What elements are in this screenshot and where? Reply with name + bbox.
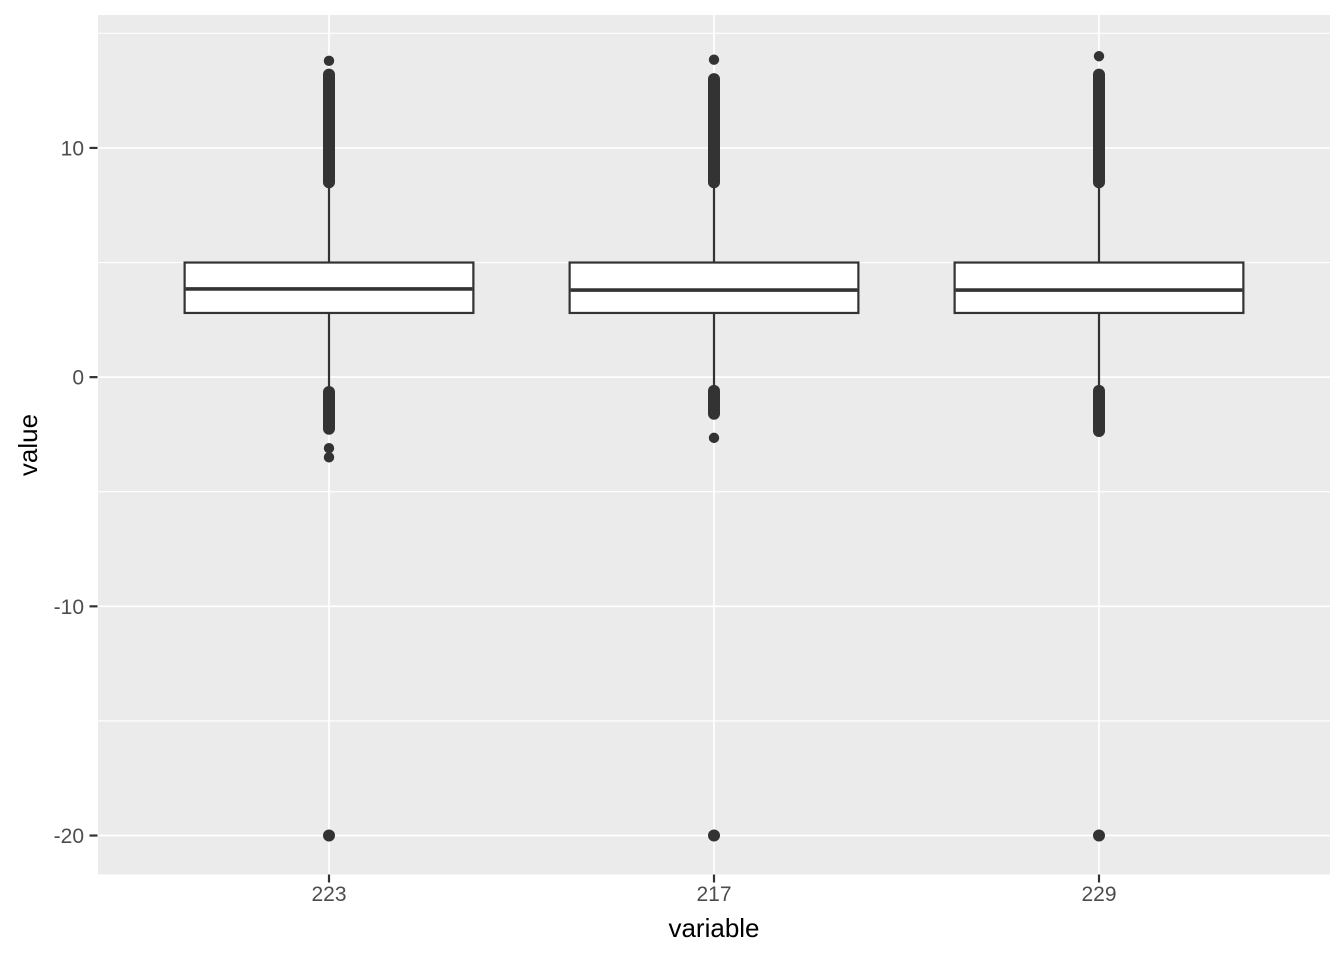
iqr-box [953, 261, 1245, 315]
x-tick-label: 229 [1081, 883, 1116, 906]
y-tick-label: 10 [61, 137, 84, 160]
boxplot-group-229 [953, 51, 1245, 842]
outlier-point [708, 829, 720, 842]
boxplot-group-223 [183, 55, 475, 842]
outlier-point [323, 442, 335, 454]
outlier-point [323, 55, 335, 67]
boxplot-group-217 [568, 54, 860, 842]
outlier-point [323, 829, 335, 842]
y-tick-label: -20 [54, 825, 84, 848]
axis-layer: 10 0 -10 -20 223 217 229 [54, 137, 1117, 906]
outlier-point [323, 452, 335, 463]
outlier-point [708, 54, 720, 65]
outlier-point [1093, 829, 1105, 842]
outlier-point [1093, 51, 1105, 62]
outlier-point [708, 432, 720, 444]
x-axis-title: variable [668, 913, 759, 943]
y-tick-label: -10 [54, 596, 84, 619]
x-tick-label: 217 [696, 883, 731, 906]
iqr-box [568, 261, 860, 315]
y-axis-title: value [13, 414, 43, 476]
y-tick-label: 0 [72, 367, 84, 390]
boxplot-data-layer [183, 51, 1245, 842]
x-tick-label: 223 [311, 883, 346, 906]
